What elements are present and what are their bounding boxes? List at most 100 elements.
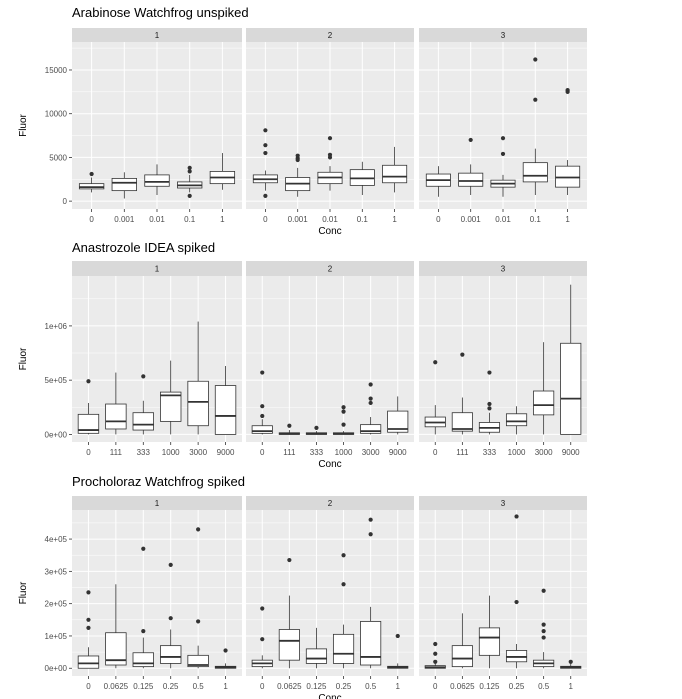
facet-panel-1: 1 0 0.0625 0.125 0.25 0.5 1 — [72, 496, 242, 691]
outlier-point — [487, 370, 492, 375]
box-0.0625 — [451, 613, 473, 669]
box-iqr — [278, 629, 300, 661]
box-iqr — [360, 621, 382, 666]
box-iqr — [560, 342, 582, 435]
box-1 — [214, 648, 237, 669]
box-1000 — [505, 406, 528, 435]
box-0.001 — [285, 153, 311, 197]
x-tick-label: 0.5 — [365, 682, 377, 691]
x-tick-label: 3000 — [362, 448, 380, 457]
box-iqr — [160, 391, 182, 422]
panel-background — [72, 276, 242, 442]
facet-strip — [246, 261, 414, 276]
outlier-point — [500, 151, 506, 157]
x-tick-label: 0.25 — [509, 682, 525, 691]
box-0 — [77, 590, 100, 669]
box-0.0625 — [105, 584, 127, 669]
outlier-point — [263, 150, 268, 156]
y-tick-label: 2e+05 — [45, 600, 68, 609]
box-iqr — [187, 380, 209, 427]
box-0 — [425, 166, 451, 197]
box-1000 — [160, 360, 182, 435]
outlier-point — [260, 413, 265, 419]
box-9000 — [560, 284, 582, 435]
outlier-point — [341, 422, 346, 427]
x-tick-label: 333 — [310, 448, 324, 457]
facet-strip-label: 3 — [501, 499, 506, 508]
box-iqr — [251, 425, 273, 434]
outlier-point — [368, 396, 373, 401]
x-tick-label: 1000 — [508, 448, 526, 457]
outlier-point — [295, 157, 300, 163]
x-axis-title: Conc — [318, 226, 341, 237]
outlier-point — [141, 629, 146, 634]
box-0 — [251, 606, 273, 669]
x-tick-label: 9000 — [389, 448, 407, 457]
x-tick-label: 1000 — [335, 448, 353, 457]
box-iqr — [533, 390, 555, 416]
box-0.1 — [349, 161, 375, 196]
box-0.25 — [505, 514, 528, 669]
outlier-point — [89, 171, 94, 177]
y-tick-label: 15000 — [45, 66, 68, 75]
x-tick-label: 0.1 — [530, 215, 542, 224]
box-0 — [78, 171, 105, 193]
box-1 — [555, 87, 581, 196]
x-tick-label: 9000 — [217, 448, 235, 457]
box-0.25 — [160, 562, 182, 669]
y-tick-label: 4e+05 — [45, 535, 68, 544]
outlier-point — [86, 379, 91, 384]
outlier-point — [533, 57, 538, 62]
chart-2: Anastrozole IDEA spiked Fluor 0e+00 5e+05 1e… — [18, 240, 587, 470]
outlier-point — [433, 641, 438, 647]
outlier-point — [263, 143, 268, 148]
x-tick-label: 0 — [433, 448, 438, 457]
x-tick-label: 3000 — [535, 448, 553, 457]
chart-3: Procholoraz Watchfrog spiked Fluor 0e+00 1e… — [18, 474, 587, 699]
box-0 — [252, 128, 278, 198]
box-0 — [77, 379, 100, 435]
outlier-point — [187, 193, 192, 198]
outlier-point — [500, 136, 506, 141]
box-1000 — [332, 405, 355, 435]
x-tick-label: 0.125 — [306, 682, 327, 691]
y-tick-label: 10000 — [45, 110, 68, 119]
x-tick-label: 0.001 — [461, 215, 482, 224]
box-iqr — [478, 627, 501, 656]
box-0.1 — [522, 57, 548, 196]
box-iqr — [111, 177, 137, 192]
x-tick-label: 0 — [436, 215, 441, 224]
x-tick-label: 0.5 — [538, 682, 550, 691]
facet-panel-1: 1 0 111 333 1000 3000 9000 — [72, 261, 242, 457]
outlier-point — [487, 406, 492, 411]
x-tick-label: 0.01 — [322, 215, 338, 224]
facet-strip — [246, 28, 414, 42]
box-0 — [424, 641, 446, 669]
x-tick-label: 111 — [283, 448, 296, 457]
x-tick-label: 1 — [569, 682, 574, 691]
outlier-point — [168, 562, 173, 568]
panel-background — [72, 510, 242, 676]
x-tick-label: 0.25 — [336, 682, 352, 691]
outlier-point — [141, 546, 146, 551]
y-axis-title: Fluor — [18, 581, 29, 604]
facet-strip — [246, 496, 414, 510]
x-axis-title: Conc — [318, 459, 341, 470]
box-0.001 — [111, 172, 137, 199]
box-333 — [305, 425, 328, 435]
y-tick-label: 5000 — [49, 153, 67, 162]
outlier-point — [187, 165, 192, 171]
outlier-point — [514, 514, 519, 519]
facet-strip-label: 2 — [328, 31, 333, 40]
x-tick-label: 0.0625 — [450, 682, 475, 691]
box-iqr — [505, 413, 528, 427]
panel-background — [419, 276, 587, 442]
facet-strip — [72, 496, 242, 510]
x-tick-label: 0.1 — [357, 215, 369, 224]
facet-strip-label: 1 — [155, 265, 160, 274]
x-tick-label: 0.5 — [193, 682, 205, 691]
outlier-point — [368, 532, 373, 537]
facet-strip-label: 2 — [328, 499, 333, 508]
box-0.5 — [533, 588, 555, 669]
